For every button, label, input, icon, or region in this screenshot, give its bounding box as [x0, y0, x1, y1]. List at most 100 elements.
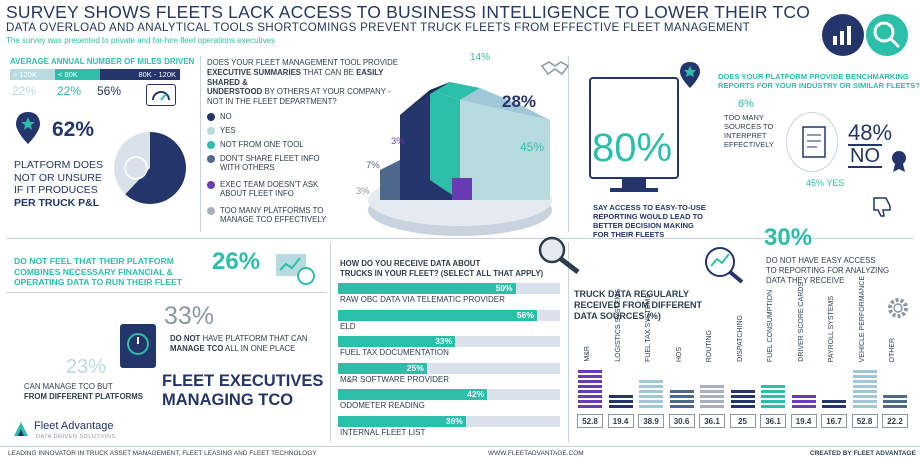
miles-value: 22%: [12, 84, 37, 98]
magnifier-chart-icon: [700, 242, 752, 284]
source-label: DRIVER SCORE CARDS: [797, 282, 805, 362]
legend-label: DON'T SHARE FLEET INFO: [220, 154, 320, 163]
divider: [568, 242, 569, 442]
receive-bar-value: 25%: [406, 362, 424, 373]
source-label: M&R: [584, 346, 591, 362]
receive-bar-label: M&R SOFTWARE PROVIDER: [340, 374, 450, 384]
source-bar: [761, 385, 785, 410]
reporting-line: REPORTING WOULD LEAD TO: [593, 212, 703, 221]
source-label: OTHER: [889, 337, 896, 363]
miles-segment: < 80K: [55, 69, 100, 80]
legend-label: WITH OTHERS: [220, 163, 275, 172]
sources-title-line: TRUCK DATA REGULARLY: [574, 289, 689, 299]
gear-icon: [884, 294, 912, 322]
sources-title-line: DATA SOURCES (%): [574, 311, 661, 321]
legend-dot: [207, 206, 215, 215]
source-bar: [852, 370, 877, 410]
legend-label: EXEC TEAM DOESN'T ASK: [220, 180, 319, 189]
magnifier-icon: [534, 234, 584, 276]
source-bar: [730, 390, 755, 410]
source-value: 52.8: [851, 414, 878, 428]
legend-dot: [207, 140, 215, 149]
receive-bar-label: ODOMETER READING: [340, 401, 425, 410]
exec-q-bold: EASILY SHARED &: [207, 67, 384, 87]
source-label: FUEL CONSUMPTION: [767, 289, 774, 362]
brand-tagline: DATA DRIVEN SOLUTIONS: [36, 434, 116, 440]
benchmark-many-line: TOO MANY: [724, 113, 764, 122]
easy-access-line: DO NOT HAVE EASY ACCESS: [766, 256, 876, 265]
source-bar: [883, 395, 907, 410]
source-bar: [700, 385, 724, 410]
source-value: 36.1: [699, 414, 725, 428]
pie-label: 28%: [502, 92, 537, 111]
award-icon: [890, 150, 908, 172]
divider: [6, 238, 914, 239]
source-label: DISPATCHING: [736, 315, 744, 362]
receive-bar: 33%: [338, 336, 456, 347]
legend-dot: [207, 154, 215, 163]
exec-q-text: THAT CAN BE: [303, 67, 354, 77]
combine-line: OPERATING DATA TO RUN THEIR FLEET: [14, 277, 183, 287]
receive-bar: 42%: [338, 389, 488, 400]
receive-q-line: HOW DO YOU RECEIVE DATA ABOUT: [340, 259, 481, 268]
exec-q-line: DOES YOUR FLEET MANAGEMENT TOOL PROVIDE: [207, 58, 398, 67]
document-icon: [786, 112, 838, 172]
tco-have: HAVE PLATFORM THAT CAN: [202, 334, 308, 343]
monitor-icon: [586, 76, 682, 196]
legend-item: NO: [207, 112, 232, 121]
miles-value: 22%: [57, 84, 82, 98]
miles-segment: 80K - 120K: [100, 69, 180, 80]
benchmark-no-pct: 48%: [848, 120, 893, 145]
receive-bar-track: 50%: [338, 283, 560, 294]
tco-can-text: CAN MANAGE TCO BUT FROM DIFFERENT PLATFO…: [24, 382, 143, 401]
source-value: 19.4: [790, 414, 817, 428]
pie-label: 45%: [520, 140, 545, 154]
benchmark-many-text: TOO MANY SOURCES TO INTERPRET EFFECTIVEL…: [724, 113, 774, 149]
reporting-line: SAY ACCESS TO EASY-TO-USE: [593, 203, 706, 212]
benchmark-many-line: SOURCES TO: [724, 122, 774, 131]
source-value: 38.9: [638, 414, 664, 428]
benchmark-no-label: NO: [848, 144, 882, 168]
brand-name: Fleet Advantage: [34, 420, 114, 432]
tco-pct33: 33%: [164, 302, 215, 330]
receive-bar-value: 50%: [495, 283, 513, 293]
legend-item: EXEC TEAM DOESN'T ASK ABOUT FLEET INFO: [207, 180, 318, 198]
source-value: 16.7: [821, 414, 847, 428]
page-title: SURVEY SHOWS FLEETS LACK ACCESS TO BUSIN…: [6, 2, 811, 22]
benchmark-many-line: INTERPRET: [724, 131, 767, 140]
tco-statement: DO NOT HAVE PLATFORM THAT CAN MANAGE TCO…: [170, 334, 307, 354]
exec-q-bold: UNDERSTOOD: [207, 87, 263, 97]
tco-pct23: 23%: [66, 356, 107, 378]
combine-line: COMBINES NECESSARY FINANCIAL &: [14, 266, 173, 277]
receive-q-line: TRUCKS IN YOUR FLEET? (SELECT ALL THAT A…: [340, 268, 544, 278]
miles-value: 56%: [97, 84, 122, 98]
pl-line: NOT OR UNSURE: [14, 171, 102, 184]
tco-title-line: FLEET EXECUTIVES: [162, 372, 324, 390]
reporting-line: BETTER DECISION MAKING: [593, 221, 694, 230]
benchmark-question: DOES YOUR PLATFORM PROVIDE BENCHMARKING …: [718, 72, 920, 90]
combine-line: DO NOT FEEL THAT THEIR PLATFORM: [14, 256, 174, 266]
legend-item: DON'T SHARE FLEET INFO WITH OTHERS: [207, 154, 320, 172]
legend-item: TOO MANY PLATFORMS TO MANAGE TCO EFFECTIV…: [207, 206, 326, 224]
exec-q-text: BY OTHERS AT YOUR COMPANY -: [264, 87, 391, 97]
tco-manage: MANAGE TCO: [170, 343, 224, 353]
tco-title-line: MANAGING TCO: [162, 391, 294, 409]
source-bar: [608, 395, 633, 410]
benchmark-many-pct: 6%: [738, 98, 754, 110]
pl-line: PER TRUCK P&L: [14, 196, 100, 209]
laptop-chart-icon: [272, 250, 316, 286]
source-value: 52.8: [577, 414, 603, 428]
footer-credit: CREATED BY FLEET ADVANTAGE: [810, 450, 916, 457]
receive-bar-track: 56%: [338, 309, 560, 321]
exec-q-bold: EXECUTIVE SUMMARIES: [207, 67, 302, 77]
thumbs-down-icon: [870, 194, 896, 220]
footer: LEADING INNOVATOR IN TRUCK ASSET MANAGEM…: [0, 446, 920, 462]
source-value: 22.2: [882, 414, 908, 428]
receive-bar-track: 36%: [338, 415, 560, 427]
benchmark-many-line: EFFECTIVELY: [724, 140, 774, 149]
footer-url[interactable]: WWW.FLEETADVANTAGE.COM: [488, 450, 584, 457]
exec-q-line: EXECUTIVE SUMMARIES THAT CAN BE EASILY S…: [207, 68, 417, 88]
divider: [568, 56, 569, 232]
source-label: ROUTING: [706, 329, 713, 362]
pl-pie-chart: [112, 130, 188, 206]
